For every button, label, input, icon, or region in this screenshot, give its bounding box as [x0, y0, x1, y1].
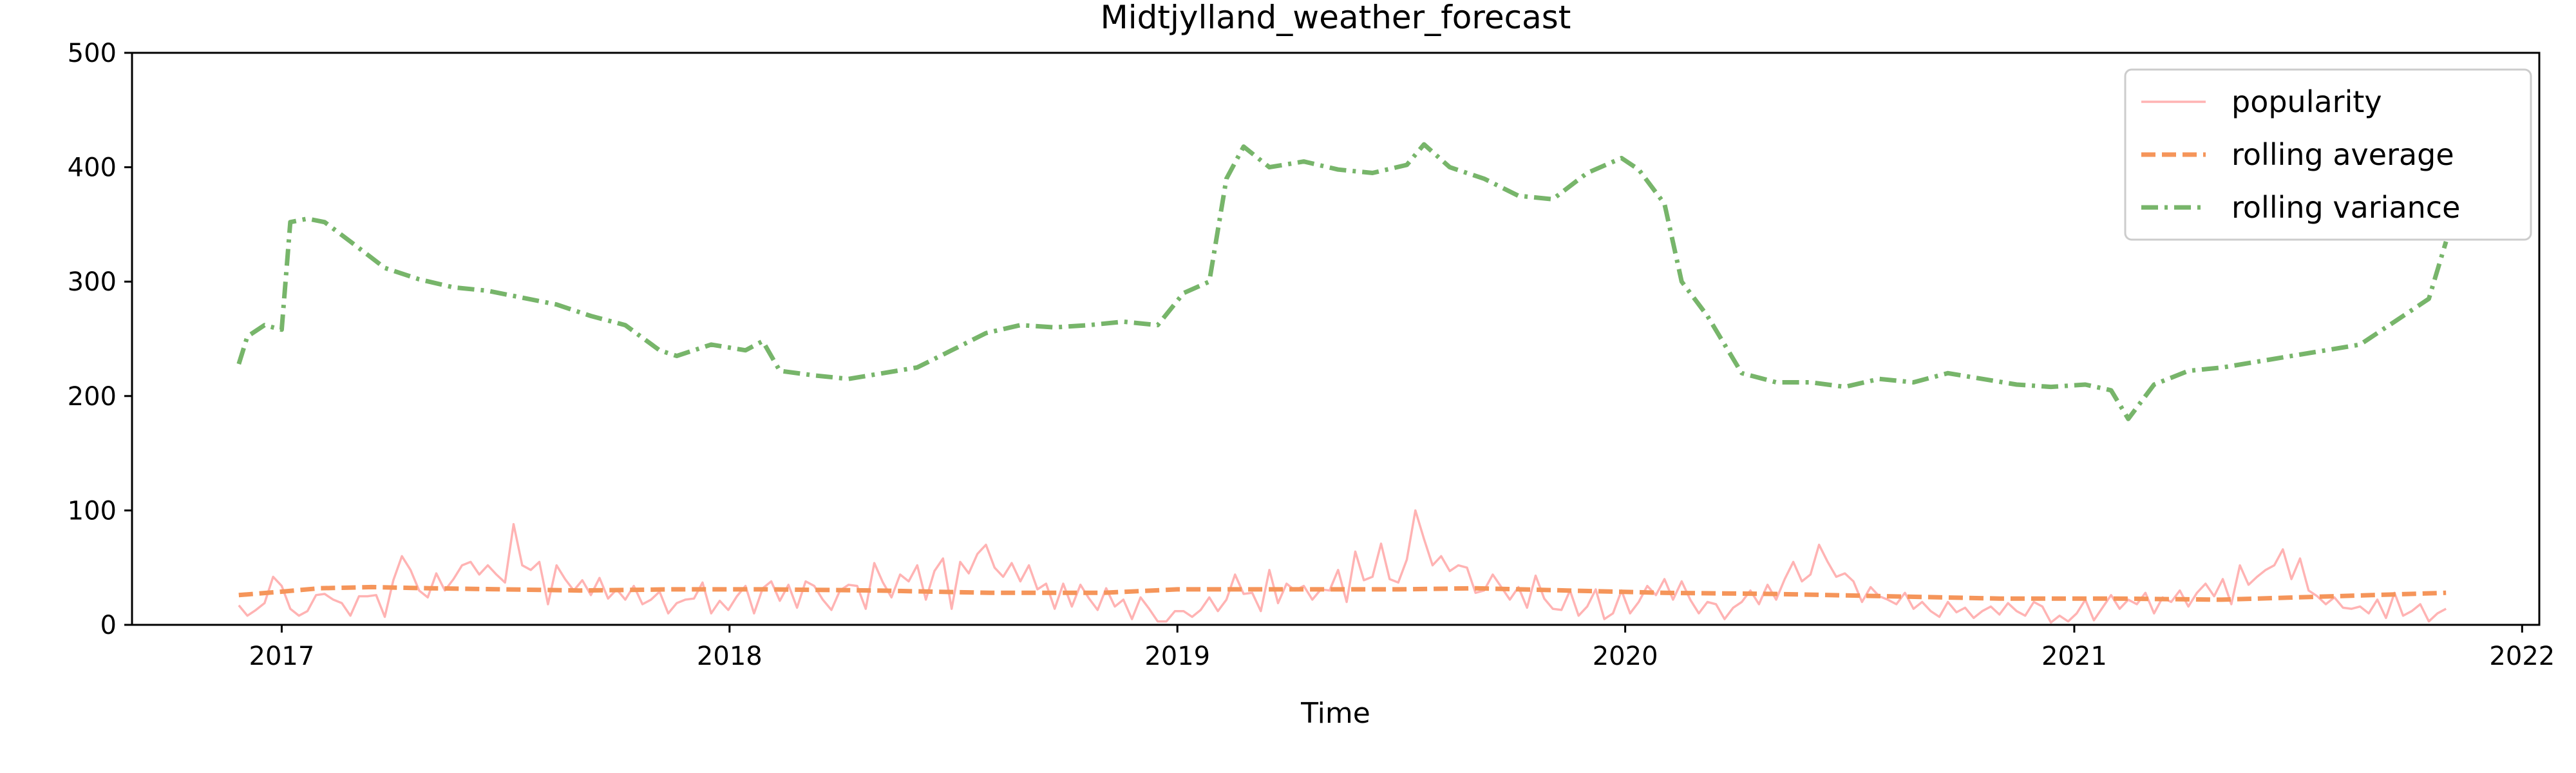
x-tick-label: 2021	[2041, 642, 2107, 671]
plot-area-frame	[131, 52, 2541, 626]
y-tick-label: 300	[68, 267, 117, 297]
y-tick-label: 200	[68, 382, 117, 412]
legend: popularity rolling average rolling varianc…	[2124, 68, 2532, 241]
chart-title: Midtjylland_weather_forecast	[1101, 0, 1571, 36]
x-tick-label: 2017	[249, 642, 315, 671]
x-axis: 2017 2018 2019 2020 2021 2022	[249, 625, 2555, 671]
series-line-rolling-average	[238, 584, 2447, 602]
x-tick-label: 2020	[1593, 642, 1658, 671]
x-tick-label: 2019	[1144, 642, 1210, 671]
y-tick-label: 500	[68, 39, 117, 68]
series-line-popularity	[238, 509, 2447, 624]
x-axis-title: Time	[1300, 697, 1370, 730]
x-tick-label: 2018	[697, 642, 762, 671]
y-tick-label: 400	[68, 153, 117, 183]
series-line-rolling-variance	[236, 142, 2448, 421]
y-tick-label: 0	[100, 611, 117, 640]
y-tick-label: 100	[68, 496, 117, 526]
x-tick-label: 2022	[2489, 642, 2555, 671]
legend-label-rolling-average: rolling average	[2231, 137, 2454, 172]
legend-label-rolling-variance: rolling variance	[2231, 190, 2460, 225]
legend-label-popularity: popularity	[2231, 84, 2382, 119]
legend-box	[2124, 68, 2532, 241]
y-axis: 0 100 200 300 400 500	[68, 39, 132, 640]
